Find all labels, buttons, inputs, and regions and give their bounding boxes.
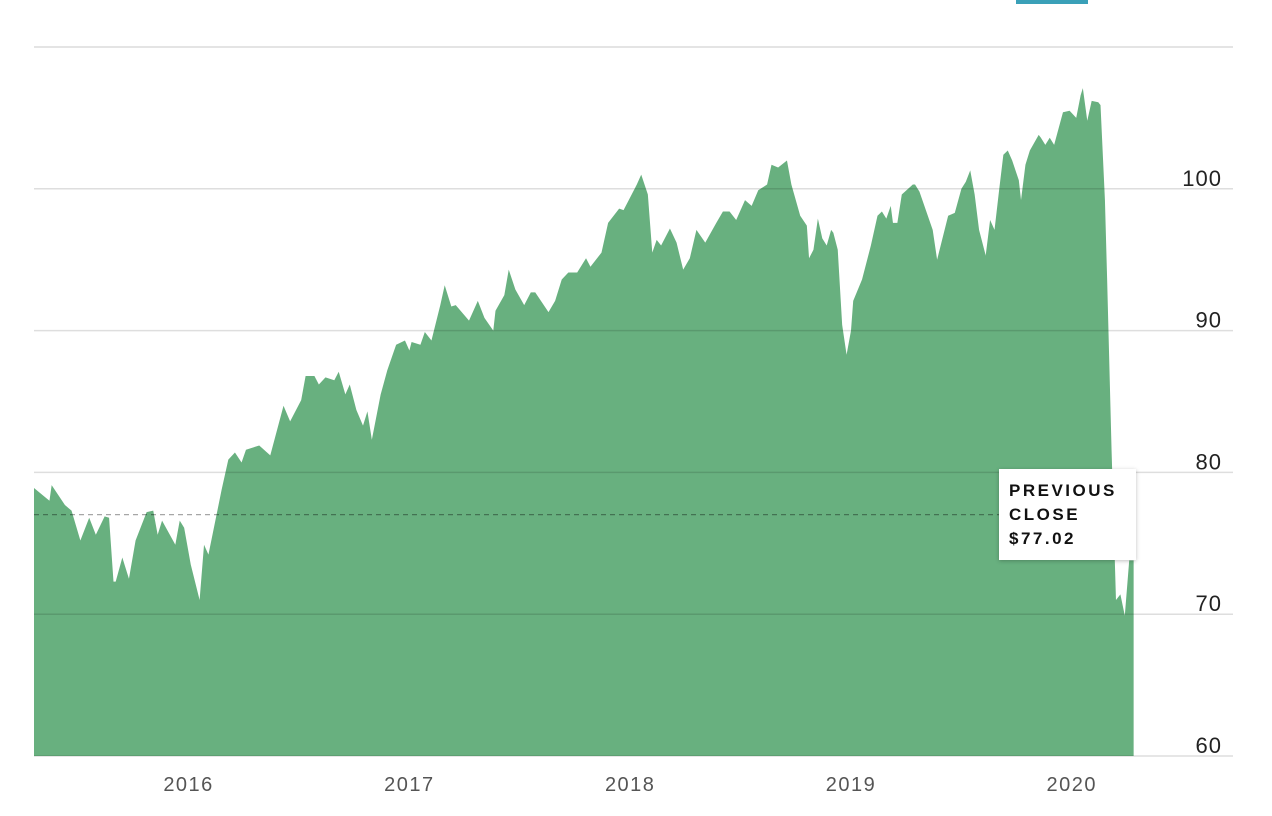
y-tick-label: 90: [1196, 308, 1222, 333]
x-tick-label: 2018: [605, 774, 656, 796]
price-area: [34, 88, 1134, 756]
x-tick-label: 2019: [826, 774, 877, 796]
annotation-label: PREVIOUS CLOSE: [1009, 481, 1117, 524]
y-tick-label: 80: [1196, 449, 1222, 474]
x-tick-label: 2016: [163, 774, 214, 796]
previous-close-annotation: PREVIOUS CLOSE $77.02: [999, 469, 1136, 560]
top-accent: [1016, 0, 1088, 4]
y-tick-label: 70: [1196, 591, 1222, 616]
x-tick-label: 2017: [384, 774, 435, 796]
y-tick-label: 60: [1196, 733, 1222, 758]
x-tick-label: 2020: [1047, 774, 1098, 796]
y-tick-label: 100: [1182, 166, 1222, 191]
annotation-value: $77.02: [1009, 529, 1076, 548]
